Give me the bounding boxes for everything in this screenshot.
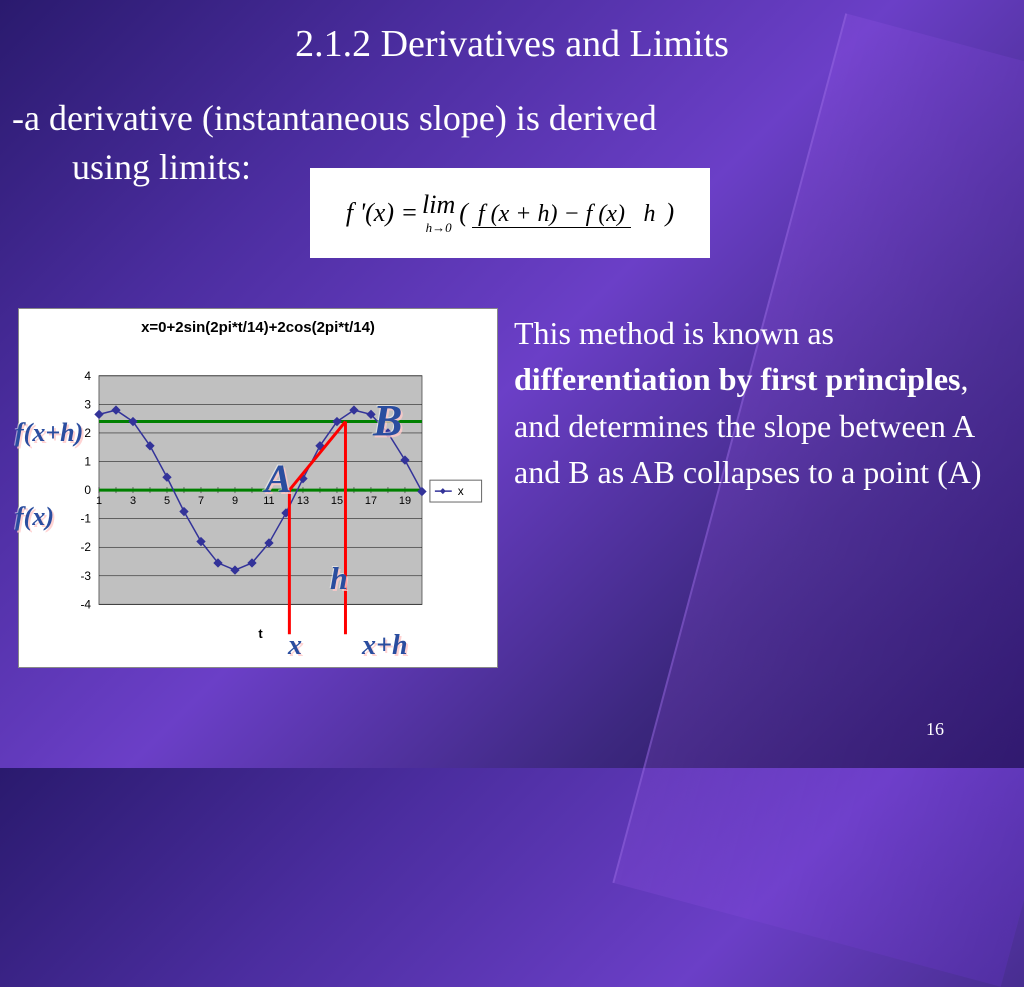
svg-text:3: 3 [84, 397, 91, 411]
body-text: This method is known as differentiation … [514, 310, 1014, 496]
body-bold1: differentiation by first principles [514, 361, 961, 397]
svg-text:2: 2 [84, 426, 91, 440]
svg-text:-3: -3 [80, 569, 91, 583]
svg-text:-1: -1 [80, 512, 91, 526]
formula-fraction: f (x + h) − f (x) h [472, 198, 662, 228]
svg-text:4: 4 [84, 369, 91, 383]
svg-text:0: 0 [84, 483, 91, 497]
formula-lim: lim h→0 [422, 190, 455, 236]
svg-text:t: t [258, 626, 263, 641]
formula-close-paren: ) [665, 198, 674, 228]
svg-text:15: 15 [331, 495, 343, 507]
svg-text:19: 19 [399, 495, 411, 507]
svg-text:9: 9 [232, 495, 238, 507]
svg-text:1: 1 [84, 454, 91, 468]
subtitle-line2: using limits: [12, 147, 251, 187]
svg-text:5: 5 [164, 495, 170, 507]
svg-text:x: x [458, 484, 464, 498]
slide-title: 2.1.2 Derivatives and Limits [0, 0, 1024, 66]
chart-equation-title: x=0+2sin(2pi*t/14)+2cos(2pi*t/14) [19, 309, 497, 346]
wordart-h: h [330, 560, 348, 597]
svg-text:17: 17 [365, 495, 377, 507]
formula-open-paren: ( [459, 198, 468, 228]
svg-text:-4: -4 [80, 597, 91, 611]
svg-text:7: 7 [198, 495, 204, 507]
svg-text:-2: -2 [80, 540, 91, 554]
lim-sub: h→0 [422, 220, 455, 236]
wordart-fx: f(x) [15, 502, 54, 532]
svg-text:1: 1 [96, 495, 102, 507]
subtitle-line1: -a derivative (instantaneous slope) is d… [12, 98, 657, 138]
frac-num: f (x + h) − f (x) [472, 201, 631, 228]
chart-svg: -4-3-2-101234135791113151719tx [19, 346, 497, 664]
page-number: 16 [926, 719, 944, 740]
wordart-fxh: f(x+h) [15, 418, 83, 448]
wordart-xh: x+h [362, 630, 408, 662]
wordart-B: B [373, 395, 402, 446]
svg-text:3: 3 [130, 495, 136, 507]
svg-text:13: 13 [297, 495, 309, 507]
lim-text: lim [422, 190, 455, 219]
formula-box: f '(x) = lim h→0 ( f (x + h) − f (x) h ) [310, 168, 710, 258]
wordart-x: x [288, 630, 302, 662]
frac-den: h [637, 201, 661, 227]
formula-lhs: f '(x) = [346, 198, 418, 228]
body-p1: This method is known as [514, 315, 834, 351]
wordart-A: A [265, 455, 292, 502]
chart-container: x=0+2sin(2pi*t/14)+2cos(2pi*t/14) -4 -3 -2… [18, 308, 498, 668]
